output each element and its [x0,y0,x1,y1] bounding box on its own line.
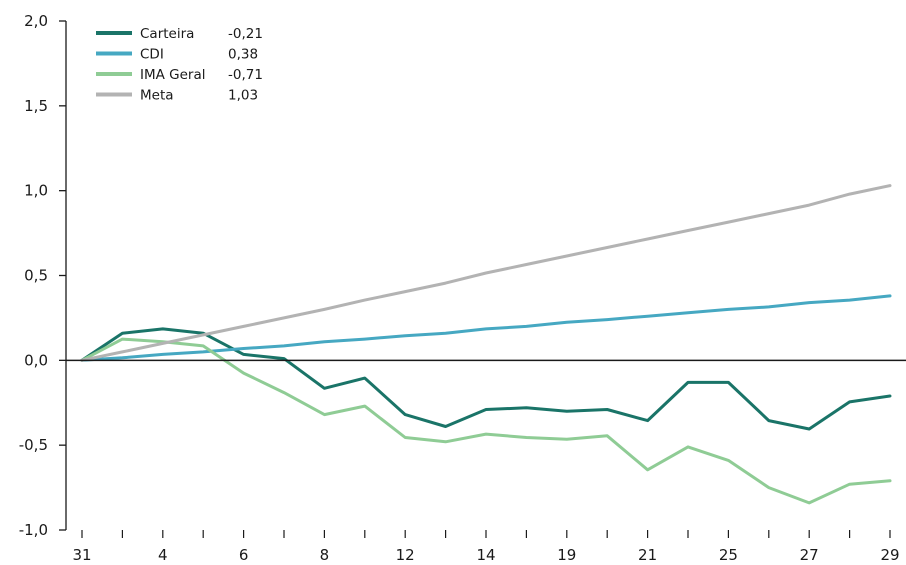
legend-value-meta: 1,03 [228,88,258,104]
y-tick-label: 1,5 [24,97,48,115]
x-tick-label: 21 [638,546,657,564]
x-tick-label: 25 [719,546,738,564]
x-tick-label: 27 [800,546,819,564]
x-tick-label: 12 [396,546,415,564]
x-tick-label: 4 [158,546,168,564]
y-tick-label: 0,0 [24,351,48,369]
y-tick-label: 0,5 [24,267,48,285]
legend-label-meta: Meta [140,88,174,104]
x-tick-label: 6 [239,546,249,564]
legend: Carteira -0,21 CDI 0,38 IMA Geral -0,71 Meta 1,… [96,26,263,104]
x-tick-label: 19 [557,546,576,564]
legend-label-carteira: Carteira [140,26,194,42]
legend-label-cdi: CDI [140,47,164,63]
series-line-cdi [80,294,892,362]
x-tick-label: 31 [72,546,91,564]
x-tick-label: 29 [880,546,899,564]
series-line-carteira [80,327,892,431]
y-tick-label: 2,0 [24,12,48,30]
legend-value-ima-geral: -0,71 [228,67,263,83]
y-tick-label: -1,0 [19,521,48,539]
legend-label-ima-geral: IMA Geral [140,67,206,83]
axes: 2,0 1,5 1,0 0,5 0,0 -0,5 -1,0 31 4 6 8 12 14 19 21 25 27… [19,12,900,564]
legend-value-cdi: 0,38 [228,47,258,63]
x-tick-label: 8 [320,546,330,564]
y-tick-label: 1,0 [24,182,48,200]
series-line-ima-geral [80,337,892,505]
legend-value-carteira: -0,21 [228,26,263,42]
x-tick-label: 14 [476,546,495,564]
series-line-meta [80,184,892,362]
y-tick-label: -0,5 [19,436,48,454]
series-lines [80,184,892,505]
